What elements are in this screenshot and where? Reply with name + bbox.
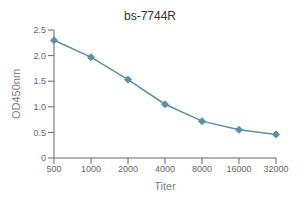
svg-text:32000: 32000 — [263, 164, 288, 174]
svg-text:OD450nm: OD450nm — [10, 69, 22, 119]
svg-text:1.5: 1.5 — [33, 76, 46, 86]
svg-text:0: 0 — [41, 153, 46, 163]
svg-text:16000: 16000 — [226, 164, 251, 174]
svg-text:8000: 8000 — [192, 164, 212, 174]
svg-text:1000: 1000 — [81, 164, 101, 174]
svg-text:4000: 4000 — [155, 164, 175, 174]
svg-text:2000: 2000 — [118, 164, 138, 174]
svg-text:500: 500 — [46, 164, 61, 174]
svg-text:Titer: Titer — [154, 180, 176, 192]
html-text:bs-7744R: bs-7744R — [124, 9, 176, 23]
svg-text:2.5: 2.5 — [33, 25, 46, 35]
svg-text:0.5: 0.5 — [33, 128, 46, 138]
svg-text:1.0: 1.0 — [33, 102, 46, 112]
svg-text:2.0: 2.0 — [33, 51, 46, 61]
